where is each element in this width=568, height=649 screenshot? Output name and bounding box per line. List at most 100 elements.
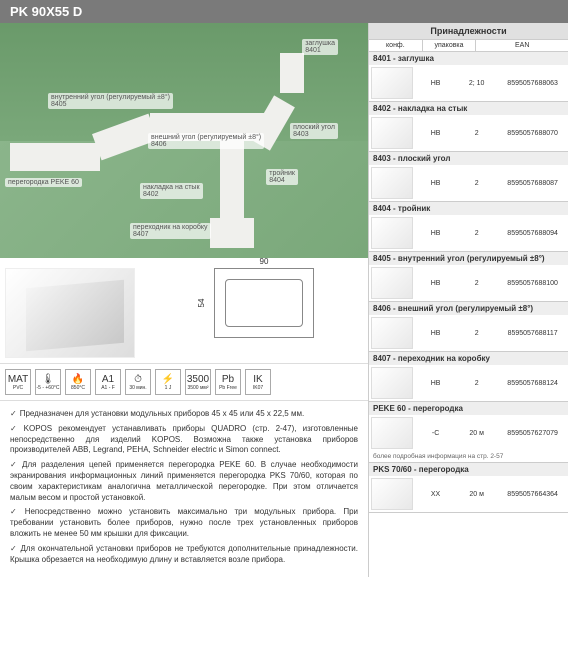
spec-icon-glyph: Pb [222, 374, 234, 385]
spec-icon-label: IK07 [253, 385, 263, 391]
accessory-item: 8406 - внешний угол (регулируемый ±8°) H… [369, 302, 568, 352]
accessory-conf: HB [415, 328, 456, 339]
accessory-title: 8404 - тройник [369, 202, 568, 215]
accessories-subheader: конф. упаковка EAN [369, 40, 568, 52]
accessory-item: 8405 - внутренний угол (регулируемый ±8°… [369, 252, 568, 302]
callout-partition: перегородка PEKE 60 [5, 178, 82, 187]
desc-p3: ✓Для разделения цепей применяется перего… [10, 460, 358, 503]
spec-icon: MATPVC [5, 369, 31, 395]
callout-flat-corner: плоский угол8403 [290, 123, 338, 139]
product-illustration: внутренний угол (регулируемый ±8°)8405 в… [0, 23, 368, 258]
accessory-item: 8407 - переходник на коробку HB 2 859505… [369, 352, 568, 402]
col-ean: EAN [476, 40, 568, 51]
accessory-thumb [371, 217, 413, 249]
accessory-conf: HB [415, 278, 456, 289]
cross-section-diagram: 90 54 [214, 268, 314, 338]
specs-row: 90 54 [0, 258, 368, 363]
spec-icon-glyph: 🌡 [42, 374, 55, 385]
accessory-title: PEKE 60 - перегородка [369, 402, 568, 415]
product-title: PK 90X55 D [10, 4, 82, 19]
accessory-ean: 8595057688070 [497, 128, 568, 139]
spec-icon-label: 850°C [71, 385, 85, 391]
desc-p1: ✓Предназначен для установки модульных пр… [10, 409, 358, 420]
accessory-ean: 8595057688094 [497, 228, 568, 239]
accessory-item: PKS 70/60 - перегородка XX 20 м 85950576… [369, 463, 568, 513]
desc-p2: ✓KOPOS рекомендует устанавливать приборы… [10, 424, 358, 456]
accessory-conf: HB [415, 178, 456, 189]
accessory-title: 8407 - переходник на коробку [369, 352, 568, 365]
spec-icon-label: 1 J [165, 385, 172, 391]
spec-icon-glyph: IK [253, 374, 262, 385]
accessory-ean: 8595057688063 [497, 78, 568, 89]
content-row: внутренний угол (регулируемый ±8°)8405 в… [0, 23, 568, 577]
accessory-pack: 2; 10 [456, 78, 497, 89]
accessory-thumb [371, 417, 413, 449]
height-label: 54 [197, 299, 206, 308]
accessory-item: PEKE 60 - перегородка -C 20 м 8595057627… [369, 402, 568, 463]
accessory-thumb [371, 317, 413, 349]
spec-icon: 🔥850°C [65, 369, 91, 395]
callout-joint: накладка на стык8402 [140, 183, 203, 199]
accessory-ean: 8595057688100 [497, 278, 568, 289]
col-pack: упаковка [423, 40, 477, 51]
callout-outer-corner: внешний угол (регулируемый ±8°)8406 [148, 133, 264, 149]
accessory-thumb [371, 367, 413, 399]
accessory-pack: 2 [456, 128, 497, 139]
accessories-header: Принадлежности [369, 23, 568, 40]
accessory-ean: 8595057688117 [497, 328, 568, 339]
accessory-conf: -C [415, 428, 456, 439]
callout-inner-corner: внутренний угол (регулируемый ±8°)8405 [48, 93, 173, 109]
spec-icon-glyph: A1 [102, 374, 114, 385]
accessory-thumb [371, 67, 413, 99]
accessory-ean: 8595057627079 [497, 428, 568, 439]
spec-icon: IKIK07 [245, 369, 271, 395]
accessory-pack: 20 м [456, 428, 497, 439]
accessory-conf: XX [415, 489, 456, 500]
accessory-pack: 2 [456, 278, 497, 289]
spec-icon-label: 3500 мм² [187, 385, 208, 391]
col-conf: конф. [369, 40, 423, 51]
accessory-conf: HB [415, 128, 456, 139]
accessory-conf: HB [415, 78, 456, 89]
spec-icon: 35003500 мм² [185, 369, 211, 395]
accessory-ean: 8595057688124 [497, 378, 568, 389]
spec-icon-label: PVC [13, 385, 23, 391]
width-label: 90 [260, 257, 269, 266]
spec-icon-glyph: ⚡ [162, 374, 174, 385]
accessory-thumb [371, 478, 413, 510]
callout-tee: тройник8404 [266, 169, 298, 185]
left-column: внутренний угол (регулируемый ±8°)8405 в… [0, 23, 368, 577]
product-header: PK 90X55 D [0, 0, 568, 23]
accessory-pack: 2 [456, 228, 497, 239]
accessory-title: 8406 - внешний угол (регулируемый ±8°) [369, 302, 568, 315]
spec-icon-label: -5 - +60°C [37, 385, 60, 391]
accessories-list: 8401 - заглушка HB 2; 10 8595057688063 8… [369, 52, 568, 513]
accessory-pack: 20 м [456, 489, 497, 500]
spec-icon: ⏱30 мин. [125, 369, 151, 395]
accessory-title: 8403 - плоский угол [369, 152, 568, 165]
spec-icon-label: Pb Free [219, 385, 237, 391]
accessory-item: 8404 - тройник HB 2 8595057688094 [369, 202, 568, 252]
accessory-title: 8402 - накладка на стык [369, 102, 568, 115]
accessory-thumb [371, 117, 413, 149]
accessory-title: 8405 - внутренний угол (регулируемый ±8°… [369, 252, 568, 265]
spec-icon-glyph: MAT [8, 374, 28, 385]
spec-icon: PbPb Free [215, 369, 241, 395]
accessory-title: PKS 70/60 - перегородка [369, 463, 568, 476]
spec-icons-row: MATPVC🌡-5 - +60°C🔥850°CA1A1 - F⏱30 мин.⚡… [0, 363, 368, 401]
spec-icon-label: A1 - F [101, 385, 115, 391]
accessory-title: 8401 - заглушка [369, 52, 568, 65]
accessory-conf: HB [415, 378, 456, 389]
spec-icon-glyph: 🔥 [72, 374, 84, 385]
spec-icon: 🌡-5 - +60°C [35, 369, 61, 395]
description-block: ✓Предназначен для установки модульных пр… [0, 401, 368, 577]
accessory-ean: 8595057688087 [497, 178, 568, 189]
callout-end-cap: заглушка8401 [302, 39, 338, 55]
accessory-pack: 2 [456, 328, 497, 339]
desc-p4: ✓Непосредственно можно установить максим… [10, 507, 358, 539]
callout-box-adapter: переходник на коробку8407 [130, 223, 211, 239]
spec-icon: ⚡1 J [155, 369, 181, 395]
accessory-note: более подробная информация на стр. 2-57 [369, 451, 568, 462]
accessory-item: 8402 - накладка на стык HB 2 85950576880… [369, 102, 568, 152]
spec-icon: A1A1 - F [95, 369, 121, 395]
